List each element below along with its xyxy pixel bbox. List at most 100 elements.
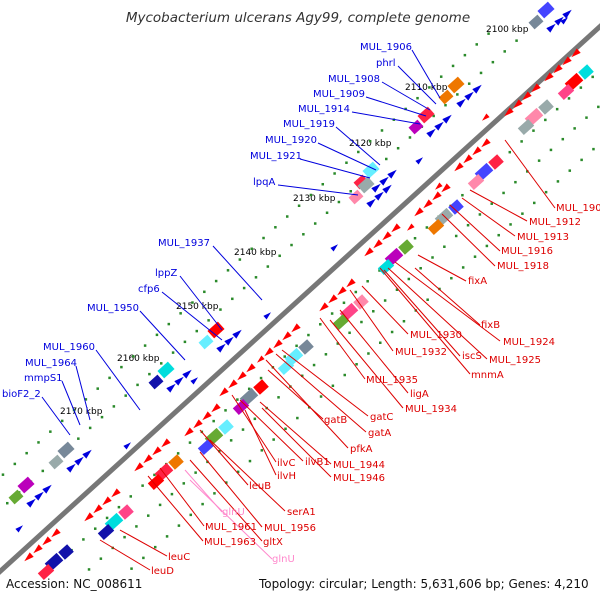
track-dot [99, 557, 103, 560]
label-leader-line [261, 407, 332, 478]
gene-block [8, 489, 24, 505]
track-dot [206, 460, 209, 464]
label-leader-line [212, 245, 263, 301]
track-dot [478, 213, 482, 216]
track-dot [345, 161, 348, 164]
gene-label: leuC [168, 552, 190, 563]
gene-label: phrl [376, 58, 396, 69]
gene-arrow-plus [66, 463, 76, 473]
track-dot [419, 266, 422, 270]
track-dot [260, 449, 264, 452]
gene-label: iscS [462, 351, 482, 362]
track-dot [532, 201, 536, 205]
gene-arrow-plus [26, 498, 36, 508]
gene-arrow-minus [184, 427, 194, 437]
gene-block [58, 544, 74, 560]
gene-block [298, 339, 314, 355]
track-dot [262, 236, 265, 240]
label-leader-line [265, 359, 349, 449]
gene-arrow-plus [216, 343, 226, 353]
gene-label: MUL_1913 [517, 232, 569, 243]
label-leader-line [329, 319, 404, 409]
track-dot [135, 525, 138, 528]
track-dot [266, 265, 270, 268]
track-dot [297, 204, 301, 208]
gene-arrow-plus [74, 456, 84, 466]
accession-text: Accession: NC_008611 [6, 577, 142, 591]
gene-block [528, 14, 544, 30]
track-dot [319, 323, 322, 326]
gene-label: ilvC [277, 458, 295, 469]
gene-block [448, 199, 464, 215]
label-leader-line [394, 261, 501, 342]
gene-block [447, 76, 465, 94]
track-dot [573, 127, 576, 130]
gene-label: gatC [370, 412, 393, 423]
track-dot [148, 372, 151, 376]
label-leader-line [267, 369, 324, 420]
track-dot [592, 147, 595, 151]
track-dot [319, 395, 323, 398]
label-leader-line [381, 81, 431, 111]
track-dot [189, 513, 193, 517]
track-dot [385, 157, 388, 161]
gene-arrow-plus [371, 183, 381, 193]
gene-block [57, 441, 75, 459]
gene-arrow-minus [522, 91, 532, 101]
gene-arrow-plus [330, 244, 338, 252]
track-dot [170, 492, 174, 496]
gene-arrow-minus [51, 528, 61, 538]
label-leader-line [411, 49, 441, 99]
label-leader-line [99, 539, 151, 571]
gene-block [578, 64, 594, 80]
track-dot [41, 469, 45, 473]
label-leader-line [244, 409, 277, 476]
track-dot [549, 148, 553, 152]
gene-arrow-minus [152, 446, 162, 456]
gene-arrow-minus [257, 355, 265, 363]
gene-arrow-minus [414, 207, 424, 217]
track-dot [277, 396, 280, 399]
gene-label: MUL_1935 [366, 375, 418, 386]
track-dot [201, 502, 204, 506]
gene-arrow-minus [454, 162, 464, 172]
track-dot [226, 269, 230, 272]
track-dot [337, 200, 341, 204]
track-dot [463, 53, 467, 57]
track-dot [290, 243, 293, 247]
track-dot [236, 398, 239, 401]
gene-arrow-plus [42, 484, 52, 494]
label-leader-line [199, 451, 263, 528]
gene-block [538, 99, 554, 115]
gene-arrow-minus [111, 488, 121, 498]
track-dot [224, 409, 227, 412]
track-dot [77, 437, 80, 440]
track-dot [404, 107, 407, 111]
track-dot [117, 505, 121, 509]
gene-block [377, 258, 395, 276]
label-leaders [41, 49, 556, 571]
track-dot [218, 449, 221, 453]
track-dot [278, 254, 281, 258]
track-dot [248, 459, 252, 463]
track-dot [454, 234, 458, 238]
track-dot [526, 170, 529, 173]
track-dot [580, 158, 583, 162]
track-dot [378, 269, 381, 272]
gene-label: leuB [249, 481, 271, 492]
gene-arrow-minus [246, 363, 256, 373]
track-dot [597, 105, 600, 109]
track-dot [129, 495, 133, 498]
gene-arrow-minus [472, 146, 482, 156]
track-dot [146, 514, 150, 517]
gene-block [398, 239, 414, 255]
gene-arrow-plus [456, 98, 466, 108]
label-leader-line [61, 380, 81, 426]
gene-block [417, 106, 435, 124]
label-leader-line [365, 96, 427, 117]
label-leader-line [275, 353, 367, 433]
track-dot [214, 279, 218, 283]
track-dot [6, 501, 9, 505]
track-dot [333, 172, 336, 175]
gene-label: leuD [151, 566, 174, 577]
